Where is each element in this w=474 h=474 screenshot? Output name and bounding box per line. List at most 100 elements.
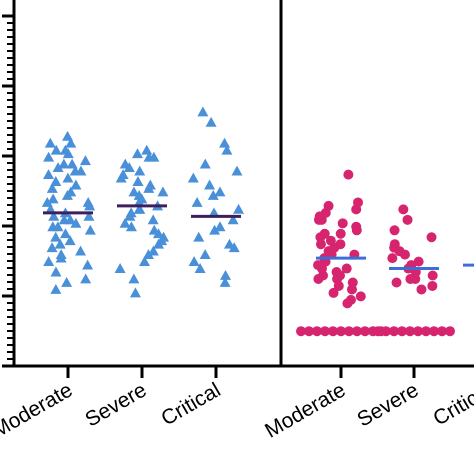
data-point-triangle [194, 263, 206, 273]
category-label: Critical [429, 378, 474, 430]
data-point-triangle [82, 259, 94, 270]
data-point-triangle [188, 256, 200, 266]
data-point-circle [341, 263, 352, 274]
data-point-triangle [143, 151, 155, 162]
data-point-triangle [50, 231, 62, 242]
data-point-triangle [43, 151, 55, 162]
data-point-circle [328, 326, 338, 337]
data-point-triangle [50, 283, 62, 294]
data-point-triangle [220, 270, 232, 280]
data-point-circle [296, 326, 306, 337]
data-point-triangle [62, 172, 74, 183]
data-point-triangle [133, 196, 145, 207]
data-point-triangle [54, 238, 66, 249]
data-point-circle [427, 280, 438, 291]
data-point-triangle [133, 203, 145, 214]
data-point-triangle [128, 273, 140, 284]
data-point-circle [426, 232, 437, 243]
data-point-triangle [43, 169, 55, 179]
data-point-triangle [219, 137, 231, 148]
category-label: Moderate [0, 378, 76, 442]
data-point-circle [304, 326, 314, 337]
data-point-circle [389, 225, 400, 236]
data-point-circle [328, 287, 339, 298]
data-point-triangle [227, 214, 239, 225]
data-point-circle [402, 214, 413, 225]
data-point-triangle [70, 217, 82, 228]
data-point-circle [445, 326, 455, 337]
data-point-triangle [191, 196, 203, 207]
data-point-circle [312, 326, 322, 337]
category-labels: Moderate Severe Critical Moderate Severe Crit… [0, 378, 474, 442]
data-point-triangle [219, 276, 231, 287]
data-point-triangle [139, 256, 151, 266]
data-point-triangle [199, 158, 211, 169]
data-point-triangle [41, 196, 53, 207]
data-point-triangle [228, 242, 240, 253]
data-point-triangle [83, 210, 95, 221]
data-point-triangle [114, 263, 126, 273]
data-point-triangle [50, 144, 62, 155]
data-point-circle [381, 326, 391, 337]
data-point-triangle [152, 228, 164, 239]
data-point-circle [313, 214, 324, 225]
data-point-triangle [231, 165, 243, 176]
data-point-circle [405, 326, 415, 337]
data-point-triangle [157, 186, 169, 197]
data-point-triangle [70, 179, 82, 190]
data-point-circle [337, 218, 348, 229]
data-point-triangle [45, 203, 57, 214]
data-point-circle [398, 204, 409, 215]
data-point-circle [429, 326, 439, 337]
data-point-triangle [197, 106, 209, 117]
left-y-axis [2, 0, 474, 378]
data-point-circle [320, 326, 330, 337]
data-point-triangle [221, 144, 233, 155]
data-point-circle [399, 249, 410, 260]
data-point-triangle [142, 249, 154, 260]
data-point-triangle [214, 221, 226, 232]
data-point-circle [342, 298, 353, 309]
data-point-triangle [79, 155, 91, 166]
data-point-triangle [50, 266, 62, 277]
category-label: Moderate [261, 378, 349, 442]
data-point-triangle [60, 228, 72, 239]
data-point-triangle [46, 242, 58, 253]
data-point-triangle [84, 200, 96, 211]
data-point-circle [344, 326, 354, 337]
data-point-circle [389, 326, 399, 337]
data-point-circle [427, 270, 438, 281]
data-point-triangle [66, 158, 78, 169]
data-point-triangle [125, 221, 137, 232]
data-point-triangle [47, 193, 59, 204]
data-point-circle [413, 326, 423, 337]
data-point-triangle [43, 256, 55, 266]
data-point-triangle [143, 183, 155, 193]
data-point-triangle [115, 172, 127, 183]
data-point-circle [335, 228, 346, 239]
data-point-triangle [131, 148, 143, 159]
data-point-circle [421, 326, 431, 337]
data-point-triangle [61, 189, 73, 200]
data-point-triangle [233, 203, 245, 214]
data-point-triangle [80, 273, 92, 284]
category-label: Critical [157, 378, 224, 430]
data-point-triangle [46, 183, 58, 193]
data-point-triangle [128, 186, 140, 197]
data-point-triangle [214, 186, 226, 197]
data-point-triangle [123, 162, 135, 173]
data-point-circle [405, 274, 416, 284]
data-point-triangle [147, 214, 159, 225]
data-point-triangle [50, 176, 62, 186]
data-point-circle [351, 204, 362, 215]
data-point-triangle [205, 116, 217, 127]
data-point-circle [373, 326, 383, 337]
data-point-triangle [48, 210, 60, 221]
data-point-circle [437, 326, 447, 337]
data-point-circle [391, 277, 402, 288]
data-point-triangle [62, 130, 74, 141]
data-point-triangle [62, 148, 74, 159]
data-point-circle [352, 326, 362, 337]
data-point-triangle [187, 172, 199, 183]
